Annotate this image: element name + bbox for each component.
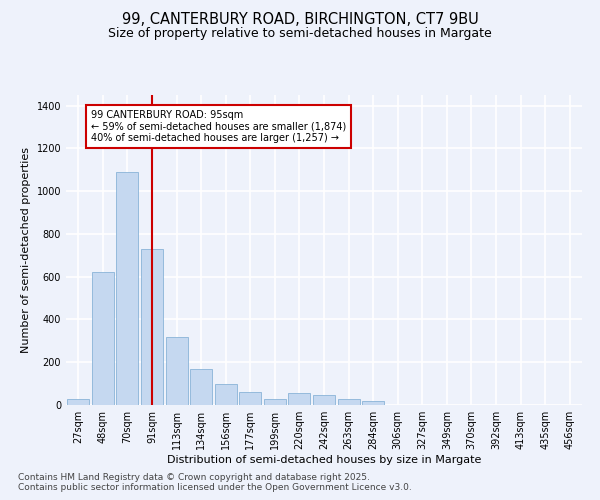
Bar	[141, 249, 163, 405]
Y-axis label: Number of semi-detached properties: Number of semi-detached properties	[21, 147, 31, 353]
Bar	[166, 336, 188, 405]
Bar	[362, 400, 384, 405]
Bar	[313, 396, 335, 405]
Bar	[92, 272, 114, 405]
Text: Size of property relative to semi-detached houses in Margate: Size of property relative to semi-detach…	[108, 28, 492, 40]
Bar	[338, 398, 359, 405]
Text: Contains public sector information licensed under the Open Government Licence v3: Contains public sector information licen…	[18, 484, 412, 492]
Bar	[116, 172, 139, 405]
Bar	[67, 398, 89, 405]
Text: 99, CANTERBURY ROAD, BIRCHINGTON, CT7 9BU: 99, CANTERBURY ROAD, BIRCHINGTON, CT7 9B…	[122, 12, 478, 28]
Bar	[239, 392, 262, 405]
X-axis label: Distribution of semi-detached houses by size in Margate: Distribution of semi-detached houses by …	[167, 455, 481, 465]
Bar	[190, 368, 212, 405]
Bar	[264, 398, 286, 405]
Bar	[215, 384, 237, 405]
Bar	[289, 393, 310, 405]
Text: Contains HM Land Registry data © Crown copyright and database right 2025.: Contains HM Land Registry data © Crown c…	[18, 474, 370, 482]
Text: 99 CANTERBURY ROAD: 95sqm
← 59% of semi-detached houses are smaller (1,874)
40% : 99 CANTERBURY ROAD: 95sqm ← 59% of semi-…	[91, 110, 346, 143]
